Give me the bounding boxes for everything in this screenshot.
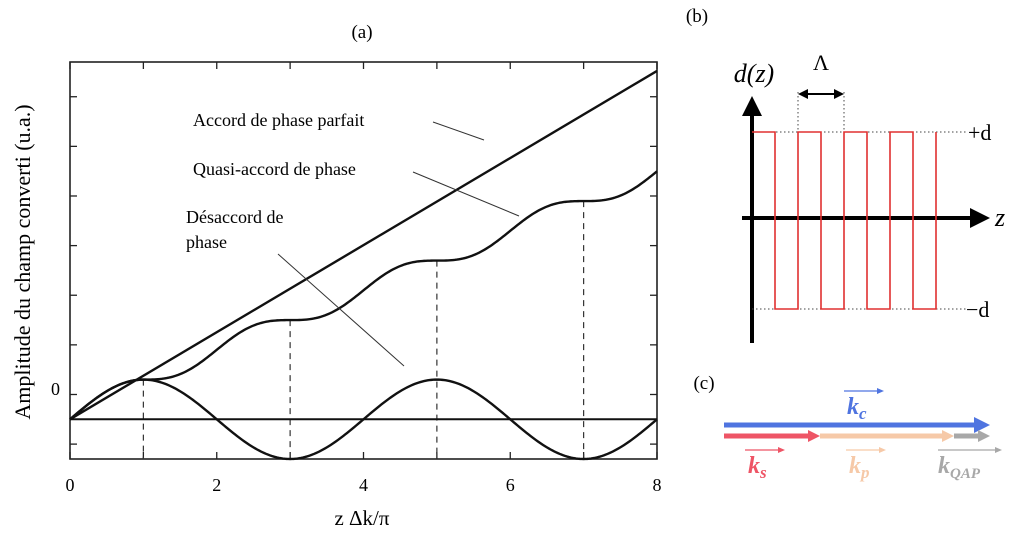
x-axis-label: z Δk/π (334, 506, 389, 530)
panel-b-y-label: d(z) (734, 59, 774, 88)
quasi-phase-curve (69, 170, 658, 421)
panel-c-label: (c) (693, 373, 714, 394)
x-tick-label: 6 (506, 475, 515, 495)
ks-label: ks (748, 453, 767, 482)
panel-a-tick-labels: 0 2 4 6 8 (66, 475, 662, 495)
kc-label: kc (847, 394, 867, 423)
kqap-arrowhead (978, 430, 990, 442)
kp-label: kp (849, 453, 870, 482)
perfect-phase-line (69, 69, 658, 421)
kc-arrowhead (974, 417, 990, 433)
x-tick-label: 4 (359, 475, 368, 495)
x-tick-label: 2 (212, 475, 221, 495)
panel-a-series (69, 69, 658, 461)
annotation-mismatch-line2: phase (186, 232, 227, 252)
y-axis-label: Amplitude du champ converti (u.a.) (10, 104, 35, 419)
annotation-mismatch-leader (277, 253, 405, 367)
panel-b-x-arrowhead (970, 208, 990, 228)
panel-a-label: (a) (351, 22, 372, 43)
ks-arrowhead (808, 430, 820, 442)
plus-d-label: +d (968, 120, 991, 145)
x-tick-label: 0 (66, 475, 75, 495)
annotation-quasi-leader (412, 171, 520, 217)
panel-a-dashed-lines (142, 201, 585, 459)
panel-b-plot (742, 89, 990, 343)
period-arrow-left-head (798, 89, 808, 99)
panel-b-y-arrowhead (742, 96, 762, 116)
x-tick-label: 8 (653, 475, 662, 495)
minus-d-label: −d (966, 297, 989, 322)
ks-overarrow-head (778, 447, 785, 453)
kp-arrowhead (942, 430, 954, 442)
panel-b-x-label: z (994, 203, 1005, 232)
periodic-poling-square-wave (752, 131, 937, 310)
panel-b-label: (b) (686, 6, 708, 27)
period-label: Λ (813, 50, 829, 75)
phase-mismatch-curve (69, 378, 658, 461)
kp-overarrow-head (879, 447, 886, 453)
panel-c-wavevectors (724, 417, 990, 442)
kqap-overarrow-head (995, 447, 1002, 453)
y-zero-label: 0 (51, 379, 60, 399)
panel-a-plot: 0 2 4 6 8 (66, 61, 662, 495)
annotation-quasi-phase: Quasi-accord de phase (193, 159, 356, 179)
kqap-label: kQAP (938, 453, 981, 482)
annotation-perfect-leader (432, 121, 485, 141)
kc-overarrow-head (877, 388, 884, 394)
annotation-mismatch-line1: Désaccord de (186, 207, 283, 227)
annotation-perfect-phase: Accord de phase parfait (193, 110, 364, 130)
period-arrow-right-head (834, 89, 844, 99)
